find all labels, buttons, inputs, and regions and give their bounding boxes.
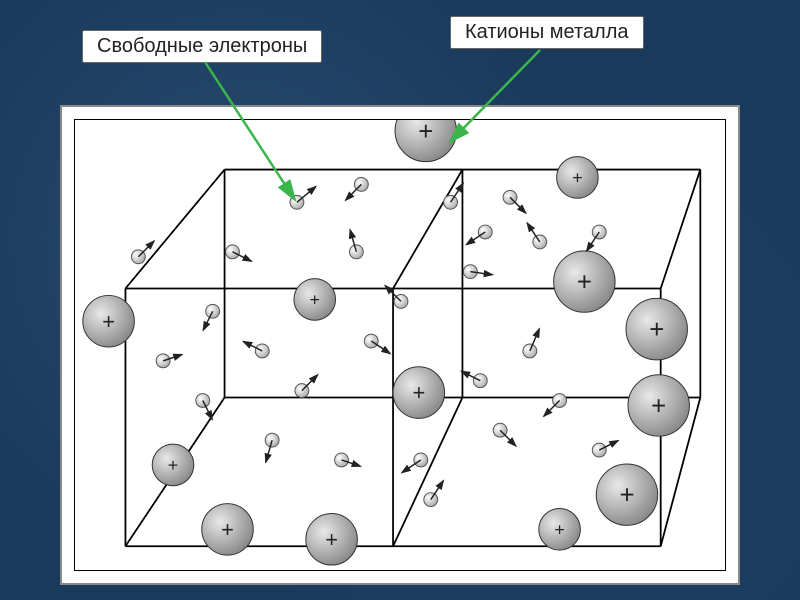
- electron: [592, 225, 606, 239]
- label-cations: Катионы металла: [450, 16, 644, 49]
- cation-plus: +: [649, 316, 664, 344]
- cation-plus: +: [651, 392, 666, 420]
- electron-motion-arrow: [297, 186, 316, 202]
- label-electrons-text: Свободные электроны: [97, 35, 307, 57]
- cation-plus: +: [221, 517, 234, 542]
- slide: Свободные электроны Катионы металла ++++…: [0, 0, 800, 600]
- cation-plus: +: [572, 168, 582, 188]
- cation-plus: +: [577, 269, 592, 297]
- diagram-box: + + + + + + + + + + + + +: [60, 105, 740, 585]
- diagram-inner-frame: + + + + + + + + + + + + +: [74, 119, 726, 571]
- particles-group: + + + + + + + + + + + + +: [83, 120, 690, 565]
- electron-motion-arrow: [510, 197, 526, 213]
- cation-plus: +: [619, 482, 634, 510]
- cation-plus: +: [412, 380, 425, 405]
- cation-plus: +: [102, 309, 115, 334]
- cation-plus: +: [310, 290, 320, 310]
- label-electrons: Свободные электроны: [82, 30, 322, 63]
- electron-motion-arrow: [138, 241, 154, 257]
- label-cations-text: Катионы металла: [465, 21, 629, 43]
- electron-motion-arrow: [500, 430, 516, 446]
- cation-plus: +: [325, 527, 338, 552]
- cation-plus: +: [168, 455, 178, 475]
- electron-motion-arrow: [302, 375, 318, 391]
- electron-motion-arrow: [544, 401, 560, 417]
- lattice-svg: + + + + + + + + + + + + +: [75, 120, 725, 570]
- electron: [478, 225, 492, 239]
- cation-plus: +: [554, 520, 564, 540]
- electron: [156, 354, 170, 368]
- cation-plus: +: [418, 120, 433, 146]
- electron: [196, 394, 210, 408]
- electron-motion-arrow: [345, 184, 361, 200]
